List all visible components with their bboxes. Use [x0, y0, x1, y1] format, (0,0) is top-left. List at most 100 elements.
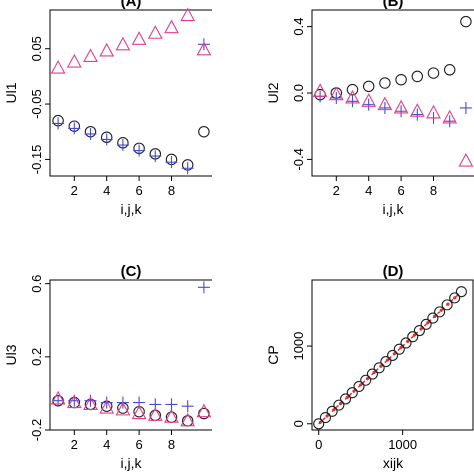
circle-marker	[395, 73, 407, 86]
x-tick-label: 0	[315, 437, 322, 452]
triangle-marker	[147, 25, 163, 39]
panel-a: (A) 2 4 6 8 -0.15 -0.05 0.05 i,j,k Ul1	[3, 0, 212, 217]
panel-c-frame	[49, 279, 212, 431]
triangle-marker	[409, 103, 425, 117]
dot-marker	[419, 327, 423, 331]
y-tick-label: -0.15	[29, 145, 44, 175]
dot-marker	[426, 321, 430, 325]
triangle-marker	[164, 19, 179, 34]
circle-marker	[362, 80, 375, 93]
circle-marker	[411, 70, 424, 83]
triangle-marker	[458, 152, 474, 167]
x-axis-label: i,j,k	[383, 201, 405, 217]
circle-marker	[360, 374, 372, 386]
triangle-marker	[131, 405, 147, 420]
plus-marker	[378, 101, 391, 114]
panel-c-title: (C)	[121, 263, 142, 280]
circle-marker	[346, 387, 358, 399]
circle-marker	[379, 77, 391, 89]
y-axis-label: Ul1	[3, 82, 19, 103]
triangle-marker	[131, 31, 147, 45]
x-tick-label: 8	[430, 183, 437, 198]
circle-marker	[460, 15, 472, 28]
plus-marker	[181, 400, 194, 413]
dot-marker	[359, 383, 363, 387]
y-tick-label: 0.4	[291, 18, 306, 36]
dot-marker	[412, 333, 417, 337]
triangle-marker	[180, 7, 196, 22]
dot-marker	[392, 352, 396, 356]
x-tick-label: 1000	[388, 437, 417, 452]
y-tick-label: -0.05	[29, 89, 44, 119]
x-axis-label: i,j,k	[121, 201, 143, 217]
y-axis-label: CP	[265, 345, 281, 364]
y-tick-label: -0.2	[29, 419, 44, 441]
triangle-marker	[83, 396, 98, 410]
y-tick-label: 0.6	[29, 275, 44, 293]
plus-marker	[443, 115, 456, 128]
triangle-marker	[393, 99, 409, 114]
dot-marker	[338, 401, 343, 406]
dot-marker	[432, 314, 437, 319]
plus-marker	[68, 122, 81, 135]
plus-marker	[411, 108, 424, 121]
circle-marker	[400, 337, 412, 349]
plus-marker	[346, 95, 359, 108]
circle-marker	[340, 393, 352, 405]
triangle-marker	[66, 394, 82, 409]
triangle-marker	[99, 42, 115, 57]
panel-b: (B) 2 4 6 8 -0.4 0.0 0.4 i,j,k Ul2	[265, 0, 474, 217]
triangle-marker	[115, 401, 131, 416]
plus-marker	[197, 281, 210, 294]
circle-marker	[373, 362, 385, 374]
plus-marker	[68, 394, 81, 407]
dot-marker	[318, 420, 322, 424]
y-tick-label: 0.05	[29, 36, 44, 61]
triangle-marker	[442, 109, 458, 124]
circle-marker	[449, 292, 461, 304]
dot-marker	[385, 358, 390, 362]
triangle-marker	[115, 36, 131, 51]
circle-marker	[427, 312, 439, 324]
triangle-marker	[99, 399, 115, 414]
triangle-marker	[361, 93, 377, 107]
plus-marker	[362, 98, 375, 111]
circle-marker	[380, 356, 392, 368]
y-tick-label: -0.4	[291, 148, 306, 170]
dot-marker	[439, 308, 443, 312]
panel-a-frame	[49, 9, 212, 177]
x-tick-label: 2	[71, 183, 78, 198]
panel-d: (D) 0 1000 0 1000 xijk CP	[265, 263, 474, 471]
dot-marker	[345, 395, 349, 399]
triangle-marker	[83, 48, 98, 63]
plus-marker	[330, 91, 343, 104]
circle-marker	[443, 64, 456, 76]
plus-marker	[165, 156, 178, 169]
panel-c: (C) 2 4 6 8 -0.2 0.2 0.6 i,j,k Ul3	[3, 263, 212, 471]
circle-marker	[455, 286, 467, 298]
x-tick-label: 8	[168, 437, 175, 452]
plus-marker	[52, 394, 65, 407]
panel-d-title: (D)	[383, 263, 404, 280]
circle-marker	[441, 299, 453, 311]
circle-marker	[393, 343, 405, 355]
circle-marker	[319, 412, 331, 424]
triangle-marker	[147, 407, 163, 421]
dot-marker	[332, 408, 336, 412]
plus-marker	[52, 117, 65, 130]
circle-marker	[346, 83, 359, 96]
dot-marker	[352, 389, 356, 393]
plus-marker	[197, 38, 210, 51]
triangle-marker	[345, 89, 360, 104]
plus-marker	[100, 396, 113, 409]
x-axis-label: i,j,k	[121, 455, 143, 471]
x-tick-label: 2	[71, 437, 78, 452]
x-tick-label: 8	[168, 183, 175, 198]
triangle-marker	[426, 104, 441, 119]
triangle-marker	[196, 403, 212, 418]
x-tick-label: 2	[333, 183, 340, 198]
dot-marker	[379, 364, 383, 368]
y-tick-label: 0	[291, 420, 306, 427]
y-tick-label: 1000	[291, 332, 306, 361]
